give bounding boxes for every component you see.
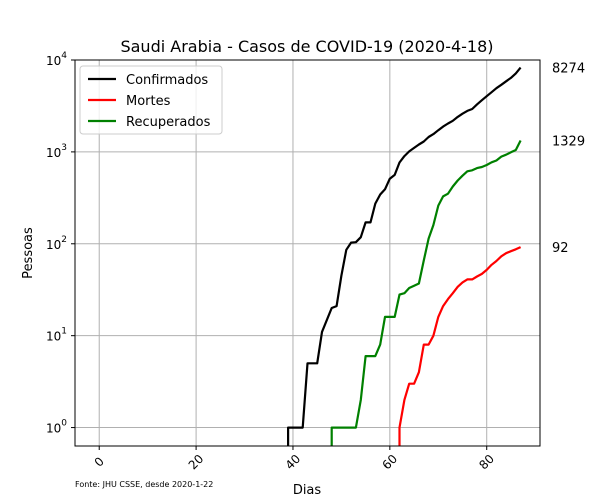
legend-label-recuperados: Recuperados	[126, 115, 211, 130]
series-layer	[287, 66, 522, 446]
y-tick-base: 10	[46, 422, 61, 436]
y-tick-label: 101	[46, 327, 67, 344]
y-tick-exponent: 1	[61, 327, 67, 337]
x-tick-label: 20	[186, 452, 207, 473]
y-tick-label: 100	[46, 419, 67, 436]
x-axis-label: Dias	[293, 483, 322, 498]
y-tick-base: 10	[46, 330, 61, 344]
series-line-confirmados	[287, 66, 522, 446]
x-tick-label: 0	[92, 454, 107, 469]
end-value-label-confirmados: 8274	[552, 62, 585, 77]
source-note: Fonte: JHU CSSE, desde 2020-1-22	[75, 480, 213, 489]
y-tick-exponent: 3	[61, 143, 67, 153]
end-labels: 8274 92 1329	[552, 62, 585, 257]
y-tick-label: 104	[46, 51, 67, 68]
x-tick-label: 80	[476, 452, 497, 473]
plot-area-frame	[74, 59, 541, 447]
end-value-label-mortes: 92	[552, 241, 569, 256]
x-tick-label: 60	[379, 452, 400, 473]
legend: Confirmados Mortes Recuperados	[79, 65, 223, 135]
series-line-mortes	[398, 246, 522, 446]
y-tick-base: 10	[46, 54, 61, 68]
y-tick-label: 102	[46, 235, 67, 252]
y-tick-exponent: 4	[61, 51, 67, 61]
legend-label-mortes: Mortes	[126, 94, 171, 109]
legend-frame	[79, 65, 223, 135]
y-tick-base: 10	[46, 146, 61, 160]
chart-title: Saudi Arabia - Casos de COVID-19 (2020-4…	[120, 37, 493, 56]
y-tick-base: 10	[46, 238, 61, 252]
y-tick-exponent: 0	[61, 419, 67, 429]
y-tick-label: 103	[46, 143, 67, 160]
end-value-label-recuperados: 1329	[552, 135, 585, 150]
y-tick-exponent: 2	[61, 235, 67, 245]
x-tick-label: 40	[283, 452, 304, 473]
series-line-recuperados	[330, 140, 522, 446]
y-axis-label: Pessoas	[21, 227, 36, 279]
legend-label-confirmados: Confirmados	[126, 73, 208, 88]
